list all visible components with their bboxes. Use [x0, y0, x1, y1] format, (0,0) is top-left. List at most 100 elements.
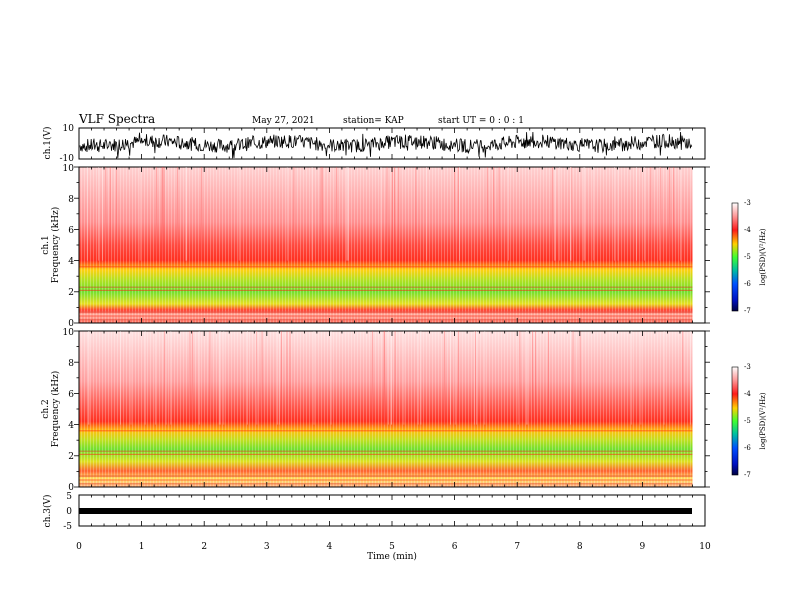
spectral-streak: [86, 167, 88, 261]
xtick-label: 6: [452, 542, 458, 552]
xtick-label: 10: [699, 542, 711, 552]
cb-tick: -7: [744, 307, 751, 315]
spectral-streak: [247, 331, 248, 425]
ch1-waveform-ylabel: ch.1(V): [42, 127, 53, 160]
spectral-streak: [548, 331, 549, 425]
ytick-label: 8: [68, 195, 74, 205]
spectral-streak: [454, 331, 456, 425]
xtick-label: 4: [327, 542, 333, 552]
spectral-streak: [417, 331, 419, 425]
spectral-streak: [660, 167, 661, 261]
ch1-spec-ylabel: Frequency (kHz): [50, 207, 61, 284]
spectral-streak: [156, 167, 157, 261]
spectral-streak: [680, 167, 681, 261]
ch1-colorbar: -3 -4 -5 -6 -7 log(PSD)(V²/Hz): [731, 199, 767, 315]
spectral-streak: [535, 331, 536, 425]
chart-title: VLF Spectra: [78, 112, 155, 126]
spectral-streak: [570, 167, 572, 261]
spectral-streak: [98, 167, 99, 261]
spectral-streak: [473, 331, 475, 425]
spectral-streak: [663, 331, 665, 425]
spectral-streak: [486, 167, 488, 261]
spectral-streak: [579, 331, 581, 425]
spectral-streak: [261, 331, 263, 425]
spectral-streak: [223, 331, 225, 425]
spectral-streak: [293, 167, 295, 261]
x-tick-labels: 0 1 2 3 4 5 6 7 8 9 10: [76, 542, 711, 552]
spectral-streak: [476, 331, 477, 425]
spectral-streak: [498, 167, 500, 261]
spectral-streak: [583, 167, 585, 261]
spectral-streak: [102, 167, 103, 261]
spectral-streak: [554, 167, 556, 261]
spectral-streak: [347, 167, 348, 261]
spectral-streak: [88, 331, 90, 425]
spectral-streak: [256, 331, 257, 425]
spectral-streak: [673, 167, 675, 261]
spectral-streak: [517, 331, 519, 425]
spectral-streak: [278, 331, 280, 425]
spectral-streak: [617, 167, 619, 261]
ch3-ytick-top: 5: [66, 492, 72, 502]
spectral-streak: [532, 331, 533, 425]
ytick-label: 10: [63, 164, 75, 174]
spectral-streak: [388, 331, 389, 425]
x-axis-label: Time (min): [367, 551, 417, 562]
spectral-streak: [186, 167, 188, 261]
spectral-streak: [177, 167, 178, 261]
spectral-streak: [570, 167, 572, 261]
ch2-spec-yticks: 0 2 4 6 8 10: [63, 328, 75, 493]
ch1-spectrogram-image: [79, 167, 693, 323]
spectral-streak: [189, 331, 191, 425]
cb-label: log(PSD)(V²/Hz): [759, 392, 767, 449]
cb-tick: -7: [744, 471, 751, 479]
spectral-streak: [484, 331, 486, 425]
spectral-streak: [454, 167, 455, 261]
spectral-streak: [164, 331, 166, 425]
spectral-streak: [508, 167, 509, 261]
spectral-streak: [372, 331, 373, 425]
cb-label: log(PSD)(V²/Hz): [759, 228, 767, 285]
spectral-streak: [457, 167, 459, 261]
spectral-streak: [286, 331, 288, 425]
spectral-streak: [450, 331, 451, 425]
spectral-streak: [420, 331, 422, 425]
spectral-streak: [572, 331, 574, 425]
spectral-streak: [198, 331, 200, 425]
spectral-streak: [109, 167, 111, 261]
spectral-streak: [394, 331, 396, 425]
spectral-streak: [614, 167, 615, 261]
spectral-streak: [238, 167, 240, 261]
ch1-ytick-bottom: -10: [60, 154, 75, 164]
spectral-streak: [281, 331, 282, 425]
spectral-streak: [519, 331, 521, 425]
spectral-streak: [682, 331, 684, 425]
cb-tick: -3: [744, 199, 751, 207]
ch2-spec-channel-label: ch.2: [41, 399, 51, 418]
spectral-streak: [584, 167, 586, 261]
cb-tick: -4: [744, 226, 751, 234]
ytick-label: 2: [68, 452, 74, 462]
spectral-streak: [526, 331, 528, 425]
spectral-streak: [144, 331, 146, 425]
spectral-streak: [321, 167, 323, 261]
ytick-label: 4: [68, 421, 74, 431]
spectral-streak: [209, 331, 211, 425]
spectral-streak: [120, 331, 121, 425]
spectral-streak: [392, 167, 393, 261]
spectral-streak: [458, 331, 460, 425]
spectral-streak: [570, 167, 572, 261]
ytick-label: 0: [68, 319, 74, 329]
ch3-ytick-mid: 0: [66, 507, 72, 517]
spectral-streak: [459, 167, 460, 261]
spectral-streak: [398, 167, 400, 261]
spectral-streak: [650, 167, 652, 261]
cb-tick: -4: [744, 390, 751, 398]
xtick-label: 9: [640, 542, 646, 552]
spectral-streak: [116, 167, 118, 261]
spectral-streak: [348, 167, 349, 261]
spectral-streak: [386, 167, 388, 261]
xtick-label: 1: [139, 542, 145, 552]
spectral-streak: [336, 167, 337, 261]
cb-tick: -5: [744, 417, 751, 425]
